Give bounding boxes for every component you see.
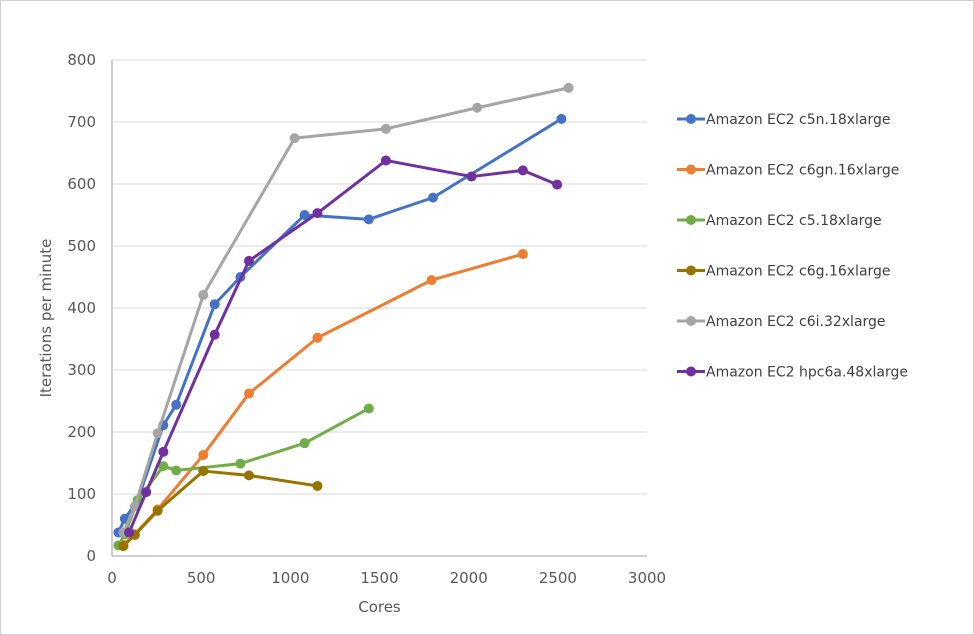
data-point <box>299 210 310 220</box>
data-point <box>152 428 163 439</box>
data-point <box>312 332 323 343</box>
data-point <box>380 123 391 134</box>
data-point <box>198 449 209 460</box>
legend-marker <box>686 164 696 175</box>
legend-label: Amazon EC2 c6g.16xlarge <box>706 264 891 280</box>
data-point <box>198 289 209 300</box>
legend-marker <box>686 215 696 225</box>
y-tick-label: 0 <box>86 547 96 565</box>
data-point <box>243 388 254 399</box>
data-point <box>552 179 563 190</box>
data-point <box>517 165 528 176</box>
legend-marker <box>686 114 696 124</box>
x-tick-label: 2500 <box>539 569 577 587</box>
data-point <box>426 275 437 286</box>
x-axis-title: Cores <box>358 598 401 616</box>
data-point <box>380 155 391 166</box>
data-point <box>158 446 169 457</box>
x-tick-label: 1500 <box>360 569 398 587</box>
data-point <box>428 192 438 203</box>
y-axis-title: Iterations per minute <box>37 239 55 398</box>
data-point <box>158 461 169 472</box>
data-point <box>312 208 323 219</box>
data-point <box>209 299 220 310</box>
legend-label: Amazon EC2 c5.18xlarge <box>706 213 882 229</box>
legend-marker <box>686 316 696 326</box>
data-point <box>312 480 323 491</box>
y-tick-label: 600 <box>67 175 96 193</box>
data-point <box>363 214 374 225</box>
legend-marker <box>686 366 696 377</box>
data-point <box>129 501 140 512</box>
data-point <box>243 255 254 266</box>
data-point <box>118 541 129 552</box>
series-line <box>122 252 524 546</box>
y-tick-label: 300 <box>67 361 96 379</box>
y-tick-label: 500 <box>67 237 96 255</box>
y-tick-label: 800 <box>67 51 96 69</box>
data-point <box>299 438 310 449</box>
x-tick-label: 3000 <box>628 569 666 587</box>
data-point <box>466 171 477 182</box>
data-point <box>517 249 528 260</box>
series-line <box>127 158 558 534</box>
data-point <box>235 458 246 469</box>
y-tick-label: 200 <box>67 423 96 441</box>
data-point <box>141 487 152 498</box>
data-point <box>124 527 135 538</box>
x-tick-label: 500 <box>187 569 216 587</box>
data-point <box>152 505 163 516</box>
x-tick-label: 2000 <box>450 569 488 587</box>
data-point <box>556 113 567 124</box>
data-point <box>171 465 182 476</box>
data-point <box>209 329 220 340</box>
x-tick-label: 1000 <box>271 569 309 587</box>
legend-marker <box>686 265 696 276</box>
legend-label: Amazon EC2 hpc6a.48xlarge <box>706 365 908 381</box>
y-tick-label: 700 <box>67 113 96 131</box>
data-point <box>363 403 374 414</box>
data-point <box>289 133 300 144</box>
data-point <box>563 82 574 93</box>
legend-label: Amazon EC2 c6i.32xlarge <box>706 314 886 330</box>
data-point <box>198 466 209 477</box>
legend-label: Amazon EC2 c6gn.16xlarge <box>706 163 899 179</box>
data-point <box>243 470 254 481</box>
data-point <box>472 102 483 113</box>
series-line <box>122 86 569 534</box>
y-tick-label: 100 <box>67 485 96 503</box>
y-tick-label: 400 <box>67 299 96 317</box>
legend-label: Amazon EC2 c5n.18xlarge <box>706 112 891 128</box>
data-point <box>171 399 182 410</box>
x-tick-label: 0 <box>107 569 117 587</box>
